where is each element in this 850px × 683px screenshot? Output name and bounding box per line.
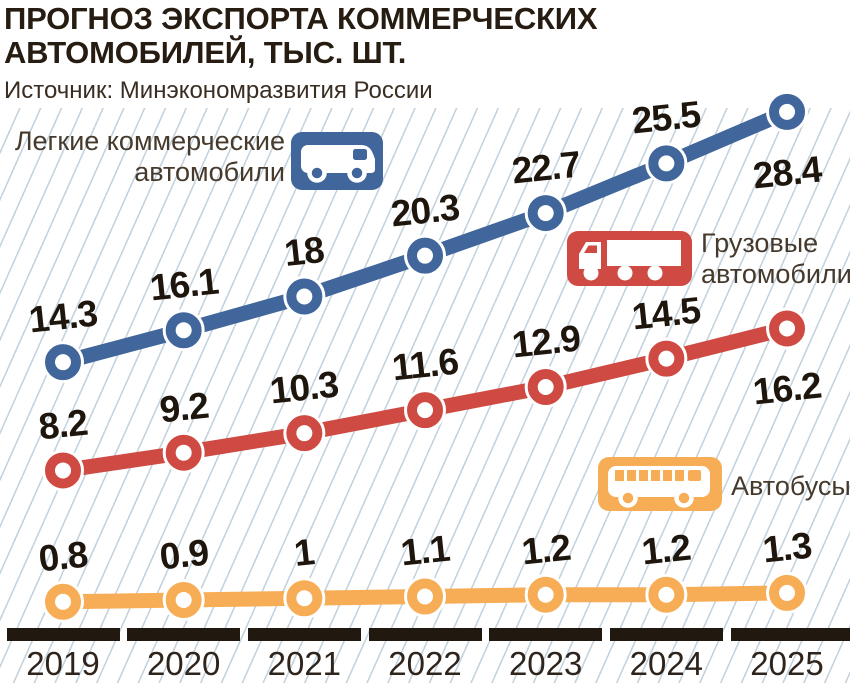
- x-tick-label: 2019: [26, 645, 100, 682]
- legend-label: автомобили: [701, 259, 850, 289]
- x-axis-bar: [247, 628, 361, 641]
- marker-hole: [417, 247, 434, 264]
- x-tick-label: 2022: [388, 645, 462, 682]
- marker-hole: [55, 462, 71, 479]
- x-tick-label: 2024: [629, 645, 704, 682]
- x-tick-label: 2023: [508, 645, 583, 682]
- marker-hole: [658, 350, 675, 367]
- marker-hole: [55, 354, 71, 371]
- x-axis-bar: [368, 628, 482, 641]
- van-icon: [291, 132, 383, 190]
- legend-buses: Автобусы: [731, 471, 850, 502]
- marker-hole: [537, 586, 554, 603]
- marker-hole: [175, 444, 192, 461]
- marker-hole: [417, 402, 434, 419]
- legend-label: Легкие коммерческие: [14, 126, 285, 156]
- x-tick-label: 2025: [750, 645, 824, 682]
- marker-hole: [296, 425, 313, 442]
- legend-label: автомобили: [134, 157, 285, 187]
- marker-hole: [537, 205, 554, 222]
- legend-light-commercial: Легкие коммерческие автомобили: [0, 126, 285, 188]
- marker-hole: [296, 288, 313, 305]
- source-note: Источник: Минэкономразвития России: [4, 77, 433, 104]
- marker-hole: [658, 586, 675, 603]
- page-title: ПРОГНОЗ ЭКСПОРТА КОММЕРЧЕСКИХ АВТОМОБИЛЕ…: [4, 1, 598, 70]
- marker-hole: [175, 322, 192, 339]
- marker-hole: [658, 155, 675, 172]
- marker-hole: [779, 584, 796, 601]
- x-tick-label: 2020: [146, 645, 221, 682]
- marker-hole: [175, 592, 192, 609]
- legend-label: Грузовые: [701, 228, 819, 258]
- marker-hole: [779, 103, 796, 120]
- truck-icon: [567, 231, 692, 286]
- x-axis-bar: [6, 628, 120, 641]
- bus-icon: [598, 457, 722, 511]
- marker-hole: [296, 590, 313, 607]
- marker-hole: [779, 320, 796, 337]
- legend-trucks: Грузовые автомобили: [701, 228, 850, 290]
- marker-hole: [537, 379, 554, 396]
- header: ПРОГНОЗ ЭКСПОРТА КОММЕРЧЕСКИХ АВТОМОБИЛЕ…: [4, 0, 846, 105]
- marker-hole: [55, 593, 71, 610]
- x-axis-bar: [609, 628, 723, 641]
- legend-label: Автобусы: [731, 471, 850, 501]
- x-tick-label: 2021: [267, 645, 342, 682]
- marker-hole: [417, 588, 434, 605]
- x-axis-bar: [489, 628, 603, 641]
- x-axis-bar: [127, 628, 241, 641]
- x-axis-bar: [730, 628, 850, 641]
